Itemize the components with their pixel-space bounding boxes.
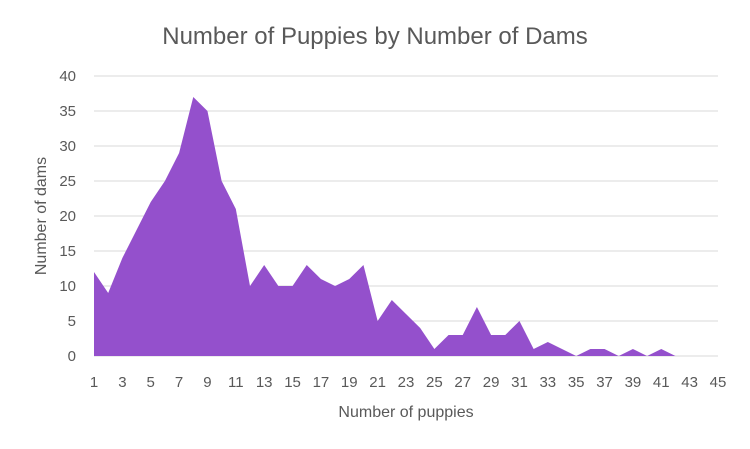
y-tick-label: 30 (59, 138, 76, 155)
data-point (617, 354, 621, 358)
y-tick-label: 10 (59, 278, 76, 295)
x-tick-label: 15 (284, 374, 301, 391)
data-point (305, 263, 309, 267)
x-tick-label: 1 (90, 374, 98, 391)
chart-title: Number of Puppies by Number of Dams (162, 23, 588, 50)
x-tick-label: 5 (147, 374, 155, 391)
x-tick-label: 23 (398, 374, 415, 391)
data-point (319, 277, 323, 281)
data-point (106, 291, 110, 295)
x-tick-label: 31 (511, 374, 528, 391)
data-point (659, 347, 663, 351)
area-series (92, 95, 720, 358)
data-point (603, 347, 607, 351)
y-tick-label: 0 (68, 348, 76, 365)
x-tick-label: 21 (369, 374, 386, 391)
data-point (361, 263, 365, 267)
x-tick-label: 9 (203, 374, 211, 391)
y-axis-label: Number of dams (33, 157, 50, 275)
x-tick-label: 19 (341, 374, 358, 391)
x-tick-label: 27 (454, 374, 471, 391)
x-tick-label: 17 (313, 374, 330, 391)
data-point (262, 263, 266, 267)
x-tick-label: 3 (118, 374, 126, 391)
data-point (404, 312, 408, 316)
data-point (135, 228, 139, 232)
data-point (702, 354, 706, 358)
data-point (234, 207, 238, 211)
data-point (376, 319, 380, 323)
x-tick-label: 11 (228, 374, 244, 391)
x-tick-label: 25 (426, 374, 443, 391)
x-tick-label: 33 (539, 374, 556, 391)
y-tick-label: 15 (59, 243, 76, 260)
data-point (191, 95, 195, 99)
data-point (276, 284, 280, 288)
data-point (631, 347, 635, 351)
data-point (205, 109, 209, 113)
y-tick-label: 5 (68, 313, 76, 330)
x-tick-label: 35 (568, 374, 585, 391)
data-point (248, 284, 252, 288)
data-point (517, 319, 521, 323)
data-point (489, 333, 493, 337)
data-point (163, 179, 167, 183)
data-point (645, 354, 649, 358)
data-point (149, 200, 153, 204)
data-point (574, 354, 578, 358)
y-tick-label: 25 (59, 173, 76, 190)
y-axis-ticks: 0 5 10 15 20 25 30 35 40 (59, 68, 76, 365)
data-point (291, 284, 295, 288)
data-point (560, 347, 564, 351)
x-axis-label: Number of puppies (338, 404, 473, 421)
data-point (673, 354, 677, 358)
x-tick-label: 13 (256, 374, 273, 391)
y-tick-label: 40 (59, 68, 76, 85)
x-tick-label: 41 (653, 374, 670, 391)
data-point (220, 179, 224, 183)
data-point (390, 298, 394, 302)
x-tick-label: 37 (596, 374, 613, 391)
y-tick-label: 35 (59, 103, 76, 120)
data-point (447, 333, 451, 337)
x-axis-ticks: 1 3 5 7 9 11 13 15 17 19 21 23 25 27 29 31 33 35 37 39 41 43 4… (90, 374, 727, 391)
data-point (432, 347, 436, 351)
area-fill (94, 97, 718, 356)
data-point (546, 340, 550, 344)
data-point (461, 333, 465, 337)
x-tick-label: 43 (681, 374, 698, 391)
data-point (688, 354, 692, 358)
x-tick-label: 29 (483, 374, 500, 391)
x-tick-label: 7 (175, 374, 183, 391)
data-point (532, 347, 536, 351)
y-tick-label: 20 (59, 208, 76, 225)
x-tick-label: 39 (625, 374, 642, 391)
data-point (588, 347, 592, 351)
data-point (333, 284, 337, 288)
data-point (92, 270, 96, 274)
data-point (120, 256, 124, 260)
data-point (503, 333, 507, 337)
data-point (716, 354, 720, 358)
x-tick-label: 45 (710, 374, 727, 391)
data-point (177, 151, 181, 155)
data-point (475, 305, 479, 309)
data-point (347, 277, 351, 281)
data-point (418, 326, 422, 330)
